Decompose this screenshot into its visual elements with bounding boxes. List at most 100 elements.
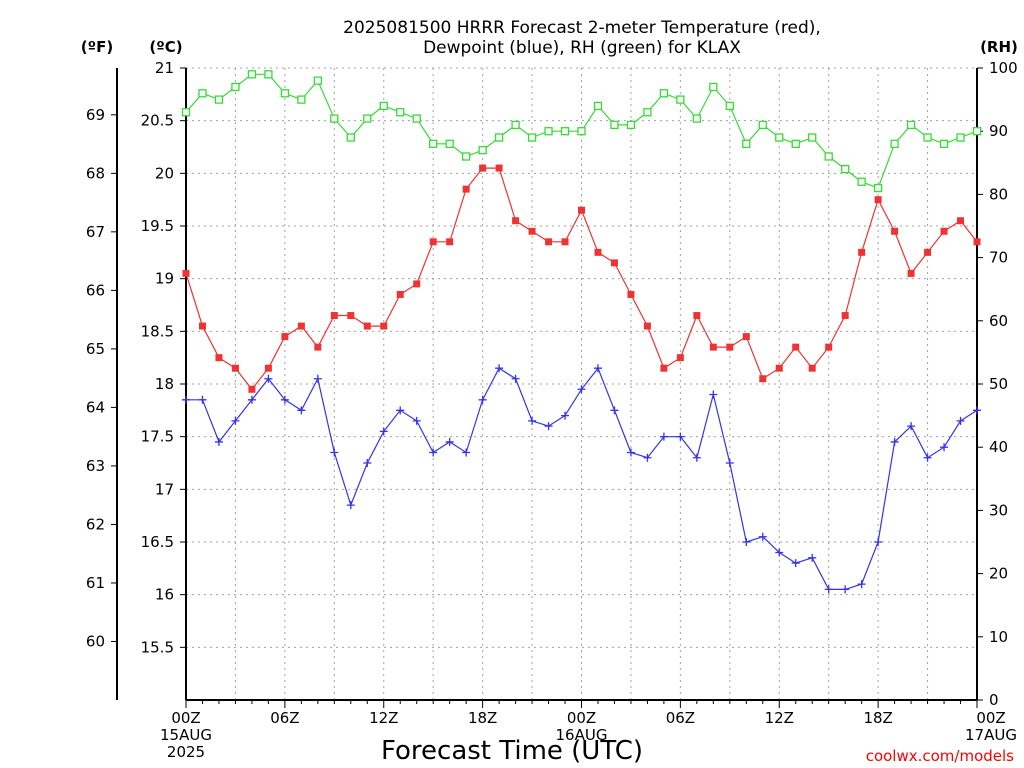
temperature-point bbox=[330, 312, 338, 320]
dewpoint-point bbox=[626, 448, 635, 457]
rh-tick-label: 80 bbox=[989, 185, 1008, 203]
dewpoint-point bbox=[214, 437, 223, 446]
dewpoint-point bbox=[297, 406, 306, 415]
dewpoint-point bbox=[890, 437, 899, 446]
rh-point bbox=[758, 120, 767, 130]
dewpoint-point bbox=[610, 406, 619, 415]
celsius-tick-label: 21 bbox=[155, 59, 174, 77]
fahrenheit-tick-label: 65 bbox=[86, 340, 105, 358]
temperature-point bbox=[676, 354, 684, 362]
time-tick-date-label: 2025 bbox=[167, 743, 205, 761]
dewpoint-point bbox=[280, 395, 289, 404]
temperature-point bbox=[726, 343, 734, 351]
rh-point bbox=[643, 108, 652, 117]
rh-point bbox=[247, 70, 257, 79]
temperature-point bbox=[446, 238, 454, 246]
temperature-point bbox=[858, 248, 866, 256]
temperature-point bbox=[281, 333, 289, 341]
rh-point bbox=[330, 114, 339, 123]
dewpoint-point bbox=[940, 443, 949, 452]
rh-point bbox=[939, 139, 949, 148]
grid-lines bbox=[186, 67, 977, 700]
dewpoint-point bbox=[742, 538, 751, 546]
celsius-tick-label: 17 bbox=[155, 480, 174, 498]
temperature-point bbox=[528, 227, 536, 235]
rh-point bbox=[511, 120, 520, 130]
data-series bbox=[181, 70, 982, 594]
temperature-point bbox=[561, 238, 569, 246]
temperature-point bbox=[957, 217, 965, 225]
source-credit: coolwx.com/models bbox=[866, 747, 1014, 765]
celsius-tick-label: 19.5 bbox=[141, 217, 174, 235]
rh-point bbox=[346, 133, 355, 142]
fahrenheit-tick-label: 64 bbox=[86, 398, 105, 416]
temperature-point bbox=[512, 217, 520, 225]
temperature-point bbox=[182, 269, 190, 277]
axes bbox=[111, 67, 983, 708]
rh-point bbox=[577, 127, 586, 136]
temperature-point bbox=[198, 322, 206, 330]
temperature-point bbox=[264, 364, 272, 372]
time-tick-label: 12Z bbox=[765, 709, 794, 727]
dewpoint-point bbox=[841, 585, 850, 594]
time-tick-label: 00Z bbox=[171, 709, 200, 727]
rh-point bbox=[709, 82, 718, 92]
temperature-point bbox=[742, 333, 750, 341]
celsius-tick-label: 16.5 bbox=[141, 533, 174, 551]
temperature-point bbox=[874, 196, 882, 204]
rh-point bbox=[857, 177, 866, 186]
rh-point bbox=[264, 70, 273, 79]
dewpoint-point bbox=[561, 411, 570, 420]
rh-axis-unit: (RH) bbox=[980, 38, 1018, 56]
rh-point bbox=[725, 101, 734, 111]
rh-point bbox=[544, 127, 553, 136]
rh-point bbox=[659, 89, 669, 98]
dewpoint-point bbox=[907, 422, 916, 431]
celsius-tick-label: 19 bbox=[155, 270, 174, 288]
dewpoint-point bbox=[956, 416, 965, 425]
fahrenheit-tick-label: 63 bbox=[86, 457, 105, 475]
dewpoint-series bbox=[182, 364, 981, 594]
rh-point bbox=[478, 146, 487, 155]
rh-point bbox=[906, 120, 916, 130]
rh-point bbox=[214, 95, 224, 104]
temperature-point bbox=[973, 238, 981, 246]
temperature-point bbox=[825, 343, 833, 351]
rh-point bbox=[808, 133, 817, 142]
temperature-point bbox=[297, 322, 305, 330]
time-tick-date-label: 17AUG bbox=[965, 726, 1017, 744]
time-tick-date-label: 15AUG bbox=[160, 726, 212, 744]
dewpoint-point bbox=[511, 374, 520, 383]
rh-point bbox=[429, 139, 438, 148]
temperature-point bbox=[380, 322, 388, 330]
dewpoint-point bbox=[429, 448, 438, 457]
temperature-point bbox=[578, 206, 585, 214]
temperature-point bbox=[627, 290, 635, 298]
rh-point bbox=[412, 114, 421, 123]
dewpoint-point bbox=[643, 453, 652, 462]
temperature-point bbox=[231, 364, 239, 372]
rh-series bbox=[181, 70, 982, 193]
dewpoint-point bbox=[379, 427, 388, 436]
time-tick-label: 00Z bbox=[567, 709, 596, 727]
fahrenheit-tick-label: 62 bbox=[86, 515, 105, 533]
rh-point bbox=[692, 114, 702, 123]
rh-point bbox=[231, 82, 240, 92]
temperature-point bbox=[940, 227, 948, 235]
time-tick-label: 18Z bbox=[863, 709, 892, 727]
rh-tick-label: 30 bbox=[989, 501, 1008, 519]
temperature-point bbox=[924, 248, 932, 256]
temperature-point bbox=[709, 343, 717, 351]
dewpoint-point bbox=[346, 501, 355, 510]
dewpoint-point bbox=[247, 395, 256, 404]
rh-point bbox=[181, 108, 191, 117]
rh-point bbox=[593, 101, 603, 111]
fahrenheit-tick-label: 66 bbox=[86, 281, 105, 299]
rh-point bbox=[379, 101, 388, 111]
rh-point bbox=[791, 139, 800, 148]
rh-point bbox=[972, 127, 982, 136]
dewpoint-point bbox=[495, 364, 504, 373]
temperature-point bbox=[363, 322, 371, 330]
dewpoint-point bbox=[709, 390, 718, 399]
fahrenheit-tick-label: 67 bbox=[86, 223, 105, 241]
